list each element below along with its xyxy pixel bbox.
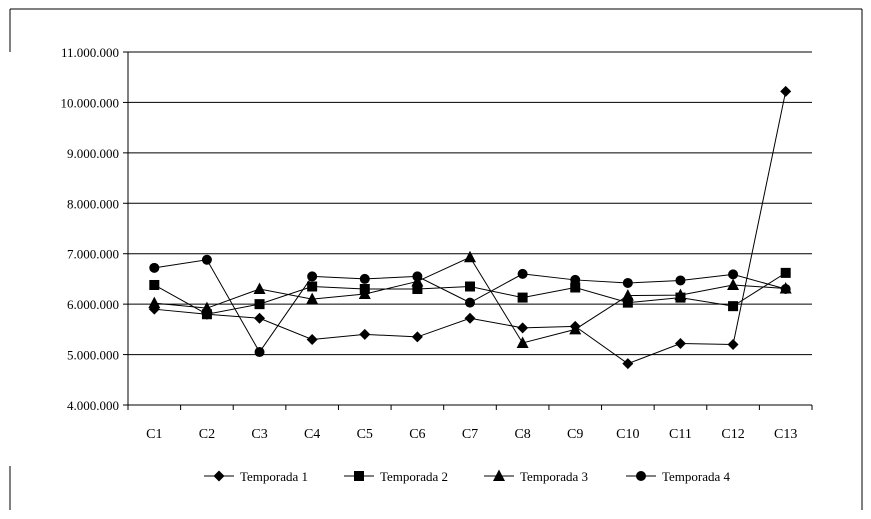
data-point	[412, 284, 423, 295]
x-tick-label: C7	[462, 427, 478, 442]
data-point	[780, 85, 792, 97]
legend-label: Temporada 1	[240, 469, 308, 484]
data-point	[253, 282, 266, 295]
legend-marker	[213, 470, 225, 482]
x-tick-label: C8	[514, 427, 530, 442]
data-point	[307, 271, 318, 282]
series-2	[149, 267, 791, 320]
x-tick-label: C11	[669, 427, 692, 442]
data-point	[517, 292, 528, 303]
data-point	[254, 299, 265, 310]
data-point	[569, 322, 582, 335]
legend-item: Temporada 3	[484, 469, 588, 484]
data-point	[254, 312, 266, 324]
data-point	[517, 268, 528, 279]
data-point	[307, 281, 318, 292]
data-point	[780, 284, 791, 295]
legend-marker	[493, 469, 505, 481]
legend-label: Temporada 3	[520, 469, 588, 484]
y-tick-label: 9.000.000	[67, 146, 119, 161]
y-tick-label: 6.000.000	[67, 297, 119, 312]
data-point	[464, 312, 476, 324]
x-tick-label: C13	[774, 427, 797, 442]
axes: 4.000.000 5.000.000 6.000.000 7.000.000 8.00…	[61, 45, 813, 442]
x-tick-label: C3	[251, 427, 267, 442]
data-point	[306, 292, 319, 305]
legend-marker	[354, 471, 364, 481]
data-point	[570, 274, 581, 285]
x-tick-label: C5	[357, 427, 373, 442]
legend-item: Temporada 2	[344, 469, 448, 484]
y-tick-label: 5.000.000	[67, 348, 119, 363]
data-point	[621, 289, 634, 301]
x-tick-label: C2	[199, 427, 215, 442]
y-tick-label: 7.000.000	[67, 247, 119, 262]
data-point	[411, 331, 423, 343]
data-point	[359, 328, 371, 340]
data-point	[570, 282, 581, 293]
data-point	[412, 271, 423, 282]
legend: Temporada 1 Temporada 2 Temporada 3 Tempora…	[204, 469, 731, 484]
legend-item: Temporada 1	[204, 469, 308, 484]
data-point	[675, 275, 686, 286]
series	[148, 85, 792, 370]
data-point	[306, 333, 318, 345]
data-point	[674, 288, 687, 301]
x-tick-label: C12	[721, 427, 744, 442]
data-point	[465, 297, 475, 308]
data-point	[200, 301, 213, 314]
y-tick-label: 10.000.000	[61, 95, 120, 110]
x-tick-label: C4	[304, 427, 320, 442]
data-point	[359, 273, 370, 284]
y-tick-label: 4.000.000	[67, 398, 119, 413]
data-point	[516, 336, 529, 348]
data-point	[674, 337, 686, 349]
data-point	[728, 269, 739, 280]
y-tick-label: 11.000.000	[61, 45, 119, 60]
legend-item: Temporada 4	[626, 469, 731, 484]
data-point	[358, 287, 371, 300]
data-point	[148, 296, 161, 309]
data-point	[727, 278, 740, 290]
data-point	[254, 347, 265, 358]
data-point	[149, 279, 160, 290]
data-point	[201, 254, 212, 265]
data-point	[622, 297, 633, 308]
x-tick-label: C10	[616, 427, 639, 442]
data-point	[201, 309, 212, 320]
legend-marker	[636, 471, 646, 481]
data-point	[622, 358, 634, 370]
data-point	[517, 322, 529, 334]
legend-label: Temporada 4	[662, 469, 731, 484]
x-tick-label: C6	[409, 427, 425, 442]
data-point	[464, 250, 476, 263]
data-point	[465, 281, 475, 292]
data-point	[780, 267, 791, 278]
data-point	[728, 301, 739, 312]
x-tick-label: C1	[146, 427, 162, 442]
legend-label: Temporada 2	[380, 469, 448, 484]
y-tick-label: 8.000.000	[67, 196, 119, 211]
data-point	[727, 338, 739, 350]
data-point	[149, 262, 160, 273]
data-point	[622, 277, 633, 288]
series-4	[149, 254, 791, 358]
x-tick-label: C9	[567, 427, 583, 442]
